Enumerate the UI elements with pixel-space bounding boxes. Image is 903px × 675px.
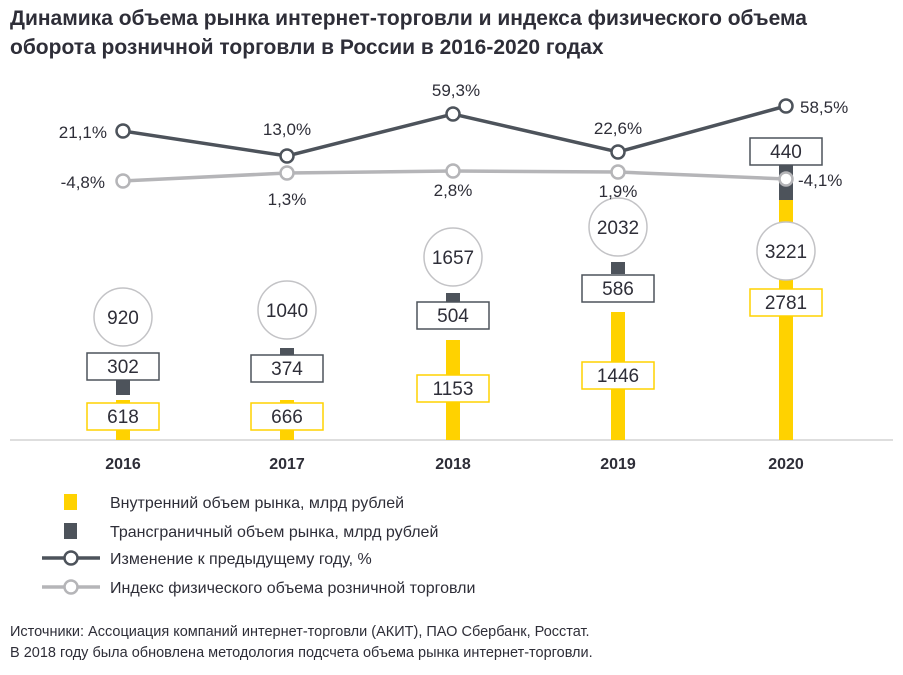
crossborder-value-label: 440 bbox=[770, 142, 802, 163]
index-marker-2019 bbox=[610, 164, 626, 180]
total-value-label: 1657 bbox=[432, 248, 474, 269]
change-value-label: 13,0% bbox=[263, 120, 311, 139]
total-value-label: 920 bbox=[107, 308, 139, 329]
crossborder-value-label: 302 bbox=[107, 357, 139, 378]
x-tick-label: 2019 bbox=[600, 456, 636, 473]
legend-swatch-crossborder bbox=[64, 523, 77, 539]
total-circle-2018 bbox=[423, 227, 483, 287]
crossborder-value-label: 374 bbox=[271, 359, 303, 380]
index-marker-2017 bbox=[279, 165, 295, 181]
crossborder-value-label: 504 bbox=[437, 306, 469, 327]
index-marker-2016 bbox=[115, 173, 131, 189]
domestic-value-label: 1446 bbox=[597, 366, 639, 387]
index-marker-2020 bbox=[778, 171, 794, 187]
x-tick-label: 2020 bbox=[768, 456, 804, 473]
domestic-value-label: 2781 bbox=[765, 293, 807, 314]
index-marker-2018 bbox=[445, 163, 461, 179]
domestic-value-label: 666 bbox=[271, 407, 303, 428]
total-circle-2017 bbox=[257, 280, 317, 340]
index-value-label: 2,8% bbox=[434, 181, 473, 200]
total-value-label: 3221 bbox=[765, 242, 807, 263]
crossborder-label-box-2017 bbox=[250, 354, 324, 383]
crossborder-label-box-2016 bbox=[86, 352, 160, 381]
x-tick-label: 2018 bbox=[435, 456, 471, 473]
x-tick-label: 2016 bbox=[105, 456, 141, 473]
domestic-value-label: 618 bbox=[107, 407, 139, 428]
total-value-label: 1040 bbox=[266, 301, 308, 322]
change-marker-2018 bbox=[445, 106, 461, 122]
legend-label: Внутренний объем рынка, млрд рублей bbox=[110, 495, 404, 512]
total-circle-2019 bbox=[588, 197, 648, 257]
change-value-label: 58,5% bbox=[800, 98, 848, 117]
crossborder-value-label: 586 bbox=[602, 279, 634, 300]
change-marker-2016 bbox=[115, 123, 131, 139]
sources-line-2: В 2018 году была обновлена методология п… bbox=[10, 645, 593, 661]
x-tick-label: 2017 bbox=[269, 456, 305, 473]
crossborder-label-box-2018 bbox=[416, 301, 490, 330]
crossborder-label-box-2019 bbox=[581, 274, 655, 303]
legend-swatch-domestic bbox=[64, 494, 77, 510]
change-marker-2017 bbox=[279, 148, 295, 164]
change-value-label: 59,3% bbox=[432, 81, 480, 100]
index-value-label: 1,3% bbox=[268, 190, 307, 209]
index-value-label: -4,8% bbox=[61, 173, 105, 192]
legend-swatch-index-marker bbox=[63, 579, 79, 595]
legend-label: Индекс физического объема розничной торг… bbox=[110, 580, 475, 597]
change-value-label: 21,1% bbox=[59, 123, 107, 142]
change-value-label: 22,6% bbox=[594, 119, 642, 138]
bar-crossborder-2019 bbox=[611, 262, 625, 274]
legend-label: Изменение к предыдущему году, % bbox=[110, 551, 372, 568]
bar-crossborder-2017 bbox=[280, 348, 294, 358]
sources-line-1: Источники: Ассоциация компаний интернет-… bbox=[10, 624, 590, 640]
domestic-label-box-2017 bbox=[250, 402, 324, 431]
change-marker-2019 bbox=[610, 144, 626, 160]
total-value-label: 2032 bbox=[597, 218, 639, 239]
crossborder-label-box-2020 bbox=[749, 137, 823, 166]
sources-note: Источники: Ассоциация компаний интернет-… bbox=[10, 622, 593, 664]
total-circle-2016 bbox=[93, 287, 153, 347]
domestic-label-box-2018 bbox=[416, 374, 490, 403]
index-value-label: 1,9% bbox=[599, 182, 638, 201]
domestic-value-label: 1153 bbox=[433, 379, 474, 400]
total-circle-2020 bbox=[756, 221, 816, 281]
legend-label: Трансграничный объем рынка, млрд рублей bbox=[110, 524, 438, 541]
domestic-label-box-2020 bbox=[749, 288, 823, 317]
change-marker-2020 bbox=[778, 98, 794, 114]
domestic-label-box-2016 bbox=[86, 402, 160, 431]
chart-title: Динамика объема рынка интернет-торговли … bbox=[10, 7, 807, 59]
legend-swatch-change-marker bbox=[63, 550, 79, 566]
index-value-label: -4,1% bbox=[798, 171, 842, 190]
bar-crossborder-2016 bbox=[116, 380, 130, 395]
domestic-label-box-2019 bbox=[581, 361, 655, 390]
